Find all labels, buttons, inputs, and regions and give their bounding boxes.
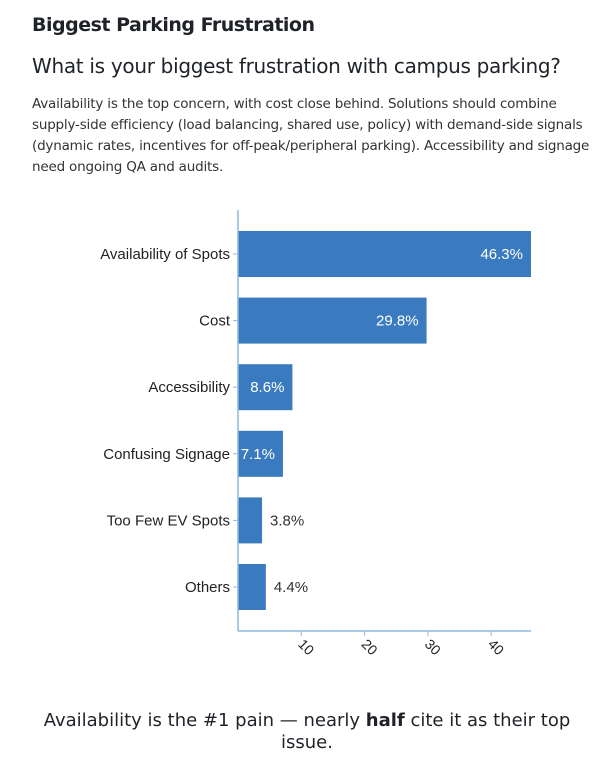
y-tick-label: Others bbox=[185, 579, 230, 596]
bar bbox=[238, 364, 293, 411]
bar bbox=[238, 564, 266, 610]
data-label: 7.1% bbox=[241, 446, 275, 463]
y-tick-label: Accessibility bbox=[148, 379, 230, 396]
footer-text-end: cite it as their top issue. bbox=[281, 710, 571, 753]
footer-takeaway: Availability is the #1 pain — nearly hal… bbox=[20, 710, 594, 754]
x-tick-label: 10 bbox=[295, 636, 317, 658]
chart-question: What is your biggest frustration with ca… bbox=[32, 54, 561, 78]
y-tick-label: Availability of Spots bbox=[100, 246, 230, 263]
data-label: 8.6% bbox=[250, 379, 284, 396]
page-title: Biggest Parking Frustration bbox=[32, 14, 315, 36]
bar-chart: Availability of Spots 46.3% Cost 29.8% Acces… bbox=[100, 210, 531, 658]
footer-text: Availability is the #1 pain — nearly bbox=[43, 710, 366, 731]
y-tick-label: Confusing Signage bbox=[103, 446, 230, 463]
x-tick-label: 20 bbox=[358, 636, 380, 658]
data-label: 4.4% bbox=[274, 579, 308, 596]
footer-bold: half bbox=[365, 710, 405, 731]
x-tick-label: 30 bbox=[422, 636, 444, 658]
bar bbox=[238, 231, 531, 277]
bar bbox=[238, 297, 427, 344]
x-tick-label: 40 bbox=[485, 636, 507, 658]
data-label: 29.8% bbox=[376, 313, 419, 330]
data-label: 46.3% bbox=[480, 246, 523, 263]
data-label: 3.8% bbox=[270, 512, 304, 529]
y-tick-label: Too Few EV Spots bbox=[107, 512, 230, 529]
chart-description: Availability is the top concern, with co… bbox=[32, 96, 590, 175]
bar bbox=[238, 430, 283, 477]
bar bbox=[238, 497, 263, 544]
y-tick-label: Cost bbox=[199, 313, 231, 330]
